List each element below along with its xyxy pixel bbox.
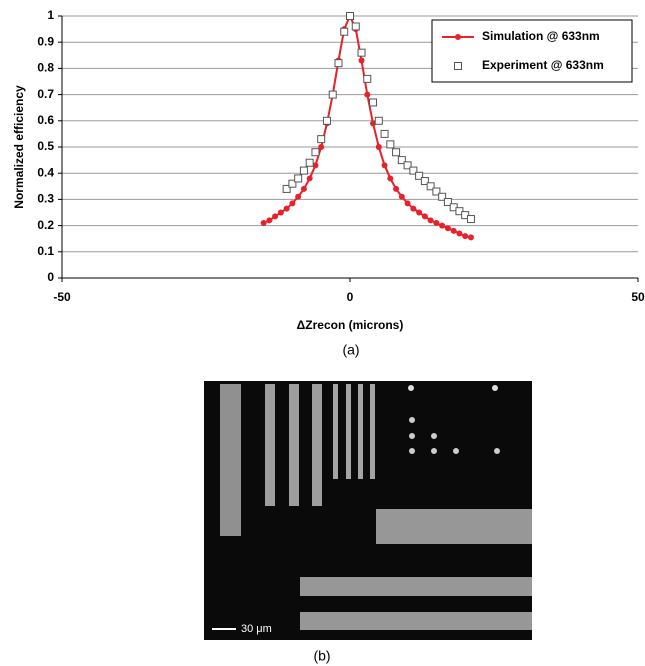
x-tick-label: -50 [53, 290, 71, 304]
image-feature [358, 384, 363, 479]
data-point [306, 159, 313, 166]
data-point [381, 130, 388, 137]
y-axis-label: Normalized efficiency [12, 85, 26, 209]
x-axis-label: ΔZrecon (microns) [297, 318, 404, 332]
data-point [462, 233, 468, 239]
data-point [364, 92, 370, 98]
y-tick-label: 0.9 [37, 34, 54, 48]
image-feature [300, 577, 532, 596]
data-point [467, 216, 474, 223]
micrograph: 30 μm [204, 381, 532, 640]
data-point [323, 117, 330, 124]
y-tick-label: 0.2 [37, 218, 54, 232]
y-tick-label: 0 [47, 270, 54, 284]
data-point [261, 220, 267, 226]
data-point [301, 186, 307, 192]
legend-marker [455, 34, 461, 40]
data-point [439, 223, 445, 229]
data-point [318, 136, 325, 143]
image-feature [333, 384, 338, 479]
image-dot [409, 433, 415, 439]
y-tick-label: 0.6 [37, 113, 54, 127]
image-dot [408, 385, 414, 391]
x-tick-label: 50 [631, 290, 645, 304]
image-dot [409, 448, 415, 454]
image-dot [492, 385, 498, 391]
data-point [278, 210, 284, 216]
image-feature [300, 612, 532, 630]
y-tick-label: 0.8 [37, 61, 54, 75]
data-point [347, 13, 354, 20]
legend-label: Experiment @ 633nm [482, 58, 604, 72]
data-point [289, 200, 295, 206]
data-point [358, 49, 365, 56]
data-point [370, 99, 377, 106]
data-point [468, 234, 474, 240]
data-point [266, 217, 272, 223]
image-feature [312, 384, 322, 506]
data-point [352, 23, 359, 30]
data-point [312, 149, 319, 156]
data-point [445, 225, 451, 231]
image-dot [409, 417, 415, 423]
data-point [456, 230, 462, 236]
legend-marker [455, 63, 462, 70]
data-point [376, 144, 382, 150]
data-point [399, 194, 405, 200]
image-dot [494, 448, 500, 454]
x-tick-label: 0 [347, 290, 354, 304]
y-tick-label: 0.7 [37, 87, 54, 101]
data-point [364, 75, 371, 82]
data-point [393, 186, 399, 192]
y-tick-label: 0.5 [37, 139, 54, 153]
data-point [359, 58, 365, 64]
y-tick-label: 0.1 [37, 244, 54, 258]
image-feature [289, 384, 299, 506]
data-point [422, 213, 428, 219]
data-point [295, 175, 302, 182]
data-point [307, 175, 313, 181]
data-point [284, 206, 290, 212]
data-point [410, 206, 416, 212]
data-point [272, 213, 278, 219]
data-point [393, 149, 400, 156]
image-dot [453, 448, 459, 454]
y-tick-label: 0.3 [37, 192, 54, 206]
caption: (b) [313, 648, 330, 664]
data-point [405, 200, 411, 206]
image-dot [431, 433, 437, 439]
data-point [416, 210, 422, 216]
image-feature [376, 509, 532, 544]
figure: Normalized efficiency ΔZrecon (microns) … [0, 0, 645, 666]
data-point [382, 162, 388, 168]
y-tick-label: 0.4 [37, 165, 54, 179]
image-feature [370, 384, 375, 479]
data-point [300, 167, 307, 174]
image-dot [431, 448, 437, 454]
data-point [375, 117, 382, 124]
data-point [329, 91, 336, 98]
scale-bar-label: 30 μm [241, 623, 272, 635]
data-point [335, 60, 342, 67]
data-point [295, 194, 301, 200]
y-tick-label: 1 [47, 8, 54, 22]
data-point [387, 175, 393, 181]
caption: (a) [342, 342, 359, 358]
legend-label: Simulation @ 633nm [482, 29, 600, 43]
data-point [341, 28, 348, 35]
data-point [387, 141, 394, 148]
data-point [433, 220, 439, 226]
image-feature [220, 384, 241, 536]
data-point [428, 217, 434, 223]
image-feature [346, 384, 351, 479]
data-point [451, 228, 457, 234]
image-feature [265, 384, 275, 506]
